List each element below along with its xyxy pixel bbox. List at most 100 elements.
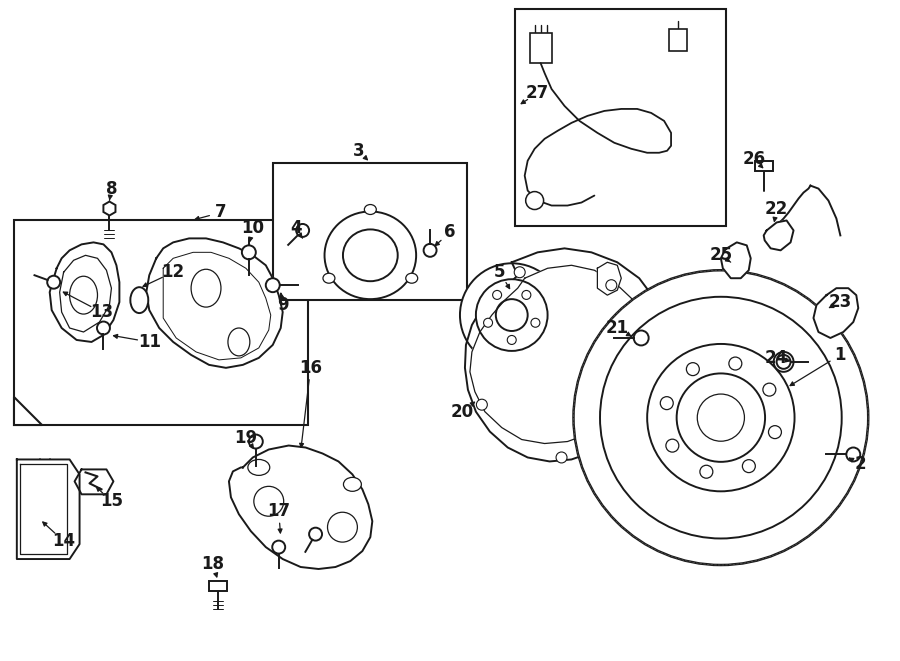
Circle shape xyxy=(526,192,544,210)
Circle shape xyxy=(531,319,540,327)
Text: 25: 25 xyxy=(709,247,733,264)
Circle shape xyxy=(698,394,744,441)
Circle shape xyxy=(677,373,765,462)
Text: 6: 6 xyxy=(445,223,455,241)
Text: 15: 15 xyxy=(100,492,123,510)
Text: 11: 11 xyxy=(138,333,161,351)
Circle shape xyxy=(687,363,699,375)
Ellipse shape xyxy=(191,269,221,307)
Circle shape xyxy=(774,352,794,372)
Ellipse shape xyxy=(325,212,416,299)
Bar xyxy=(755,161,772,171)
Circle shape xyxy=(254,486,284,516)
Text: 17: 17 xyxy=(267,502,291,520)
Bar xyxy=(273,163,467,300)
Ellipse shape xyxy=(364,204,376,214)
Circle shape xyxy=(328,512,357,542)
Circle shape xyxy=(769,426,781,439)
Text: 21: 21 xyxy=(606,319,629,337)
Text: 26: 26 xyxy=(742,150,765,168)
Circle shape xyxy=(649,419,660,430)
Polygon shape xyxy=(598,262,621,295)
Circle shape xyxy=(496,299,527,331)
Text: 22: 22 xyxy=(765,200,788,217)
Ellipse shape xyxy=(248,459,270,475)
Circle shape xyxy=(846,447,860,461)
Ellipse shape xyxy=(343,229,398,281)
Circle shape xyxy=(97,321,110,334)
Ellipse shape xyxy=(69,276,97,314)
Ellipse shape xyxy=(323,273,335,283)
Polygon shape xyxy=(764,221,794,251)
Circle shape xyxy=(600,297,842,539)
Polygon shape xyxy=(17,459,79,559)
Circle shape xyxy=(573,270,868,565)
Circle shape xyxy=(700,465,713,478)
Polygon shape xyxy=(229,446,373,569)
Circle shape xyxy=(742,459,755,473)
Text: 14: 14 xyxy=(52,532,76,550)
Ellipse shape xyxy=(130,287,148,313)
Text: 5: 5 xyxy=(494,263,506,281)
Text: 24: 24 xyxy=(765,349,788,367)
Circle shape xyxy=(508,336,517,344)
Circle shape xyxy=(556,452,567,463)
Ellipse shape xyxy=(344,477,362,491)
Text: 8: 8 xyxy=(105,180,117,198)
Text: 13: 13 xyxy=(90,303,113,321)
Ellipse shape xyxy=(406,273,418,283)
Bar xyxy=(14,221,308,424)
Polygon shape xyxy=(14,397,41,424)
Bar xyxy=(669,29,687,51)
Text: 27: 27 xyxy=(526,84,549,102)
Circle shape xyxy=(248,434,263,449)
Text: 2: 2 xyxy=(854,455,866,473)
Text: 7: 7 xyxy=(215,204,227,221)
Circle shape xyxy=(522,290,531,299)
Circle shape xyxy=(634,330,649,346)
Text: 10: 10 xyxy=(241,219,265,237)
Text: 20: 20 xyxy=(450,403,473,420)
Polygon shape xyxy=(147,239,283,368)
Text: 16: 16 xyxy=(299,359,322,377)
Text: 12: 12 xyxy=(162,263,184,281)
Circle shape xyxy=(273,541,285,553)
Circle shape xyxy=(476,279,547,351)
Polygon shape xyxy=(465,249,667,461)
Polygon shape xyxy=(50,243,120,342)
Circle shape xyxy=(666,439,679,452)
Text: 9: 9 xyxy=(277,296,289,314)
Circle shape xyxy=(647,344,795,491)
Circle shape xyxy=(424,244,436,257)
Circle shape xyxy=(476,399,487,410)
Bar xyxy=(209,581,227,591)
Circle shape xyxy=(763,383,776,396)
Text: 4: 4 xyxy=(290,219,302,237)
Circle shape xyxy=(514,267,526,278)
Circle shape xyxy=(606,280,616,291)
Text: 19: 19 xyxy=(234,428,257,447)
Polygon shape xyxy=(104,202,115,215)
Circle shape xyxy=(483,319,492,327)
Circle shape xyxy=(266,278,280,292)
Bar xyxy=(530,33,552,63)
Circle shape xyxy=(242,245,256,259)
Circle shape xyxy=(652,329,662,340)
Circle shape xyxy=(492,290,501,299)
Circle shape xyxy=(729,357,742,370)
Circle shape xyxy=(47,276,60,289)
Circle shape xyxy=(309,527,322,541)
Text: 3: 3 xyxy=(353,141,364,160)
Circle shape xyxy=(296,224,309,237)
Polygon shape xyxy=(721,243,751,278)
Polygon shape xyxy=(814,288,859,338)
Polygon shape xyxy=(75,469,113,494)
Text: 18: 18 xyxy=(202,555,224,573)
Polygon shape xyxy=(470,265,647,444)
Circle shape xyxy=(460,263,563,367)
Text: 23: 23 xyxy=(829,293,852,311)
Text: 1: 1 xyxy=(834,346,846,364)
Bar xyxy=(515,9,725,227)
Ellipse shape xyxy=(228,328,250,356)
Circle shape xyxy=(777,355,790,369)
